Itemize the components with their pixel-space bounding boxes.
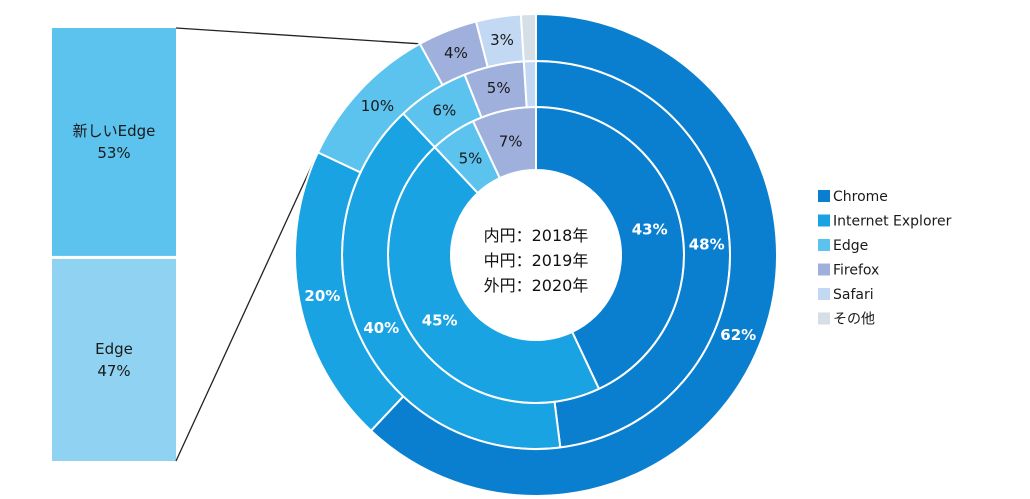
ring-3-label-firefox: 4% — [444, 44, 468, 62]
breakdown-bar-segment-2 — [52, 258, 176, 461]
center-line-1: 内円：2018年 — [484, 226, 589, 245]
legend-swatch-edge — [818, 239, 830, 251]
legend-swatch-safari — [818, 288, 830, 300]
legend-label-chrome: Chrome — [833, 189, 888, 205]
center-line-3: 外円：2020年 — [484, 276, 589, 295]
breakdown-label-1-line-2: 53% — [97, 144, 130, 162]
ring-1-label-chrome: 43% — [632, 221, 668, 239]
breakdown-bar-segment-1 — [52, 28, 176, 256]
ring-2-label-chrome: 48% — [689, 235, 725, 253]
ring-1-label-firefox: 7% — [499, 132, 523, 150]
breakdown-label-1-line-1: 新しいEdge — [73, 122, 156, 140]
breakdown-connector-top — [175, 27, 420, 45]
ring-3-label-edge: 10% — [361, 97, 394, 115]
edge-breakdown: 新しいEdge 53% Edge 47% — [52, 27, 420, 462]
center-line-2: 中円：2019年 — [484, 251, 589, 270]
ring-3-label-safari: 3% — [490, 31, 514, 49]
legend-label-edge: Edge — [833, 238, 868, 254]
donut-rings: 43% 45% 5% 7% 48% 40% 6% 5% 62% 20% 10% 4% 3% — [294, 12, 778, 497]
ring-3-slice-chrome — [369, 12, 778, 497]
ring-3-label-chrome: 62% — [720, 326, 756, 344]
legend-swatch-internet-explorer — [818, 214, 830, 227]
ring-3-slice-other — [519, 12, 537, 63]
ring-1-label-edge: 5% — [459, 150, 483, 168]
ring-2-label-firefox: 5% — [487, 79, 511, 97]
legend-swatch-other — [818, 312, 830, 325]
breakdown-connector-bottom — [175, 152, 319, 462]
legend-swatch-firefox — [818, 263, 830, 276]
legend-label-safari: Safari — [833, 287, 874, 303]
ring-3-label-internet-explorer: 20% — [304, 287, 340, 305]
ring-2-label-internet-explorer: 40% — [363, 319, 399, 337]
legend-label-other: その他 — [833, 312, 875, 328]
ring-2-slice-safari — [522, 59, 537, 109]
breakdown-label-2-line-2: 47% — [97, 362, 130, 380]
legend: Chrome Internet Explorer Edge Firefox Safari… — [818, 189, 952, 328]
legend-label-internet-explorer: Internet Explorer — [833, 214, 952, 230]
ring-1-label-internet-explorer: 45% — [422, 311, 458, 329]
legend-label-firefox: Firefox — [833, 263, 879, 279]
legend-swatch-chrome — [818, 190, 830, 202]
ring-2-label-edge: 6% — [432, 102, 456, 120]
breakdown-label-2-line-1: Edge — [95, 340, 133, 358]
